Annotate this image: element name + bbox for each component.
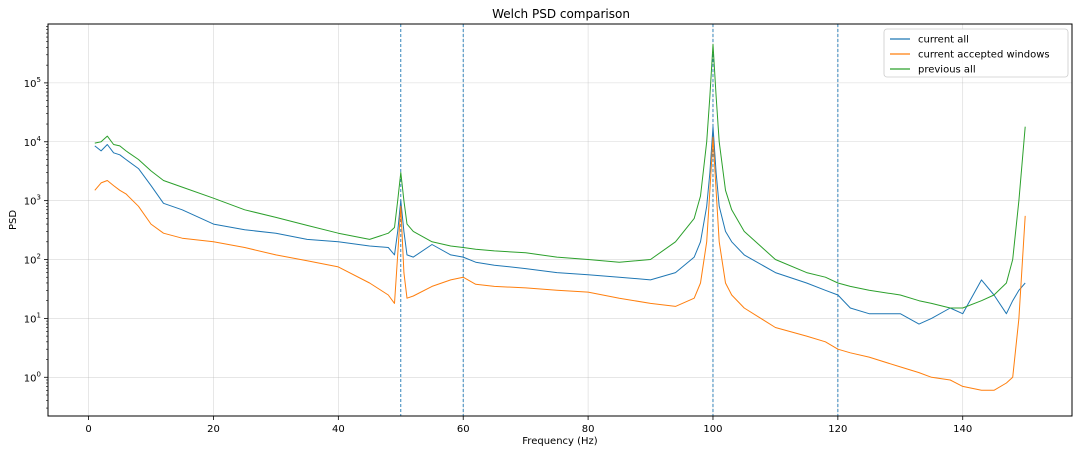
grid (48, 24, 1072, 416)
y-axis-label: PSD (8, 210, 19, 230)
x-tick-label: 100 (703, 424, 722, 435)
reference-lines (400, 24, 839, 416)
x-tick-label: 40 (332, 424, 345, 435)
chart-title: Welch PSD comparison (492, 7, 630, 21)
y-tick-label: 100 (24, 370, 41, 384)
y-tick-label: 104 (24, 135, 42, 149)
x-tick-label: 120 (828, 424, 847, 435)
x-tick-label: 140 (953, 424, 972, 435)
x-tick-label: 0 (85, 424, 91, 435)
legend-label: current accepted windows (918, 50, 1050, 61)
series-lines (94, 43, 1026, 391)
x-axis-ticks: 0 20 40 60 80 100 120 140 (85, 416, 972, 435)
x-axis-label: Frequency (Hz) (522, 436, 598, 447)
plot-frame (47, 23, 1073, 417)
y-axis-ticks: 100 101 102 103 104 105 (24, 26, 48, 409)
series-line-2 (94, 136, 1026, 391)
y-tick-label: 101 (24, 311, 41, 325)
legend-label: previous all (918, 65, 976, 76)
x-tick-label: 20 (207, 424, 220, 435)
legend: current all current accepted windows previ… (883, 28, 1069, 78)
y-tick-label: 103 (24, 194, 41, 208)
legend-box (883, 28, 1069, 78)
series-line-3 (94, 43, 1026, 309)
x-tick-label: 80 (582, 424, 595, 435)
y-tick-label: 105 (24, 76, 41, 90)
series-line-1 (94, 126, 1026, 325)
y-tick-label: 102 (24, 253, 41, 267)
legend-label: current all (918, 35, 969, 46)
x-tick-label: 60 (457, 424, 470, 435)
